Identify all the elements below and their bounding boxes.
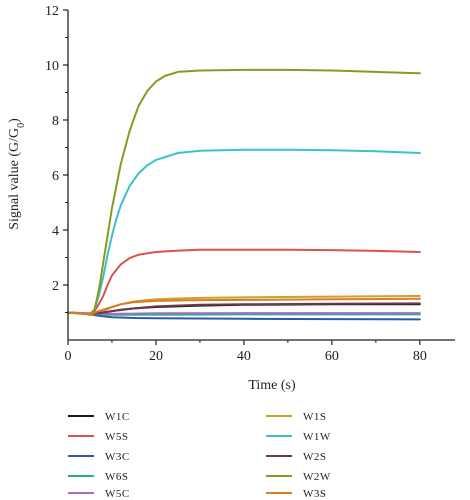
legend-label: W6S — [105, 471, 129, 483]
series-line-w3s — [67, 297, 421, 315]
ticks: 0 20 40 60 80 2 4 6 8 10 12 — [45, 4, 427, 364]
series-line-w5c — [67, 311, 421, 315]
legend-label: W3S — [303, 488, 327, 500]
legend-item-w1c: W1C — [68, 411, 130, 423]
axes — [67, 10, 455, 341]
x-axis-title: Time (s) — [248, 378, 296, 393]
x-tick-label: 20 — [149, 349, 163, 364]
legend-item-w5s: W5S — [68, 431, 129, 443]
legend-label: W3C — [105, 451, 130, 463]
legend: W1C W5S W3C W6S W5C W1S W1W W2S W2W W3S — [68, 411, 331, 500]
y-tick-label: 6 — [52, 169, 59, 184]
legend-label: W2S — [303, 451, 327, 463]
legend-label: W5C — [105, 488, 130, 500]
x-tick-label: 80 — [413, 349, 427, 364]
legend-label: W5S — [105, 431, 129, 443]
legend-label: W1S — [303, 411, 327, 423]
legend-label: W1C — [105, 411, 130, 423]
plot-area — [67, 68, 421, 321]
legend-label: W2W — [303, 471, 331, 483]
series-line-w1w — [67, 148, 421, 315]
x-tick-label: 40 — [237, 349, 251, 364]
legend-item-w3s: W3S — [266, 488, 327, 500]
y-tick-label: 10 — [45, 59, 59, 74]
legend-item-w2w: W2W — [266, 471, 331, 483]
y-tick-label: 8 — [52, 114, 59, 129]
legend-item-w2s: W2S — [266, 451, 327, 463]
x-tick-label: 0 — [65, 349, 72, 364]
x-tick-label: 60 — [325, 349, 339, 364]
y-tick-label: 4 — [52, 224, 59, 239]
legend-item-w3c: W3C — [68, 451, 130, 463]
legend-item-w1w: W1W — [266, 431, 331, 443]
legend-item-w5c: W5C — [68, 488, 130, 500]
y-tick-label: 2 — [52, 279, 59, 294]
legend-item-w6s: W6S — [68, 471, 129, 483]
y-tick-label: 12 — [45, 4, 59, 19]
y-axis-title: Signal value (G/G0) — [7, 118, 27, 230]
legend-item-w1s: W1S — [266, 411, 327, 423]
series-line-w2w — [67, 68, 421, 315]
legend-label: W1W — [303, 431, 331, 443]
